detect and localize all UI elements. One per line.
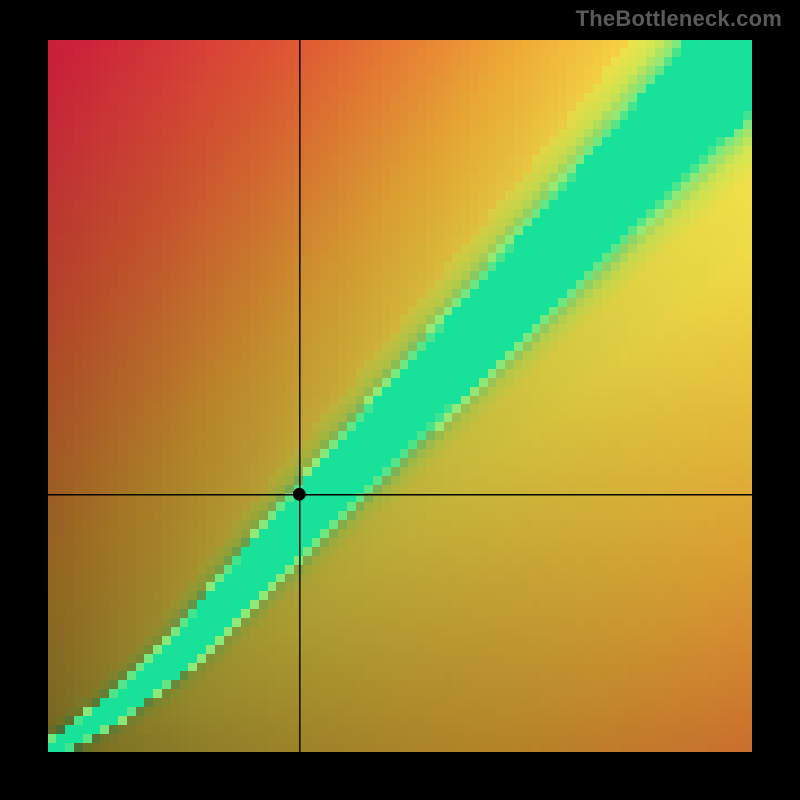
heatmap-plot xyxy=(48,40,752,752)
attribution-label: TheBottleneck.com xyxy=(576,6,782,32)
chart-container: TheBottleneck.com xyxy=(0,0,800,800)
heatmap-canvas xyxy=(48,40,752,752)
